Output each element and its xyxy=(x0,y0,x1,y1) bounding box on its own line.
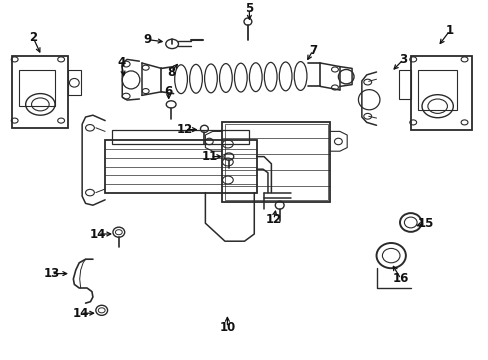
Text: 16: 16 xyxy=(392,273,408,285)
Text: 1: 1 xyxy=(445,24,453,37)
Text: 10: 10 xyxy=(219,321,235,334)
Text: 2: 2 xyxy=(29,31,37,44)
Text: 9: 9 xyxy=(143,33,151,46)
Bar xyxy=(410,56,471,130)
Text: 6: 6 xyxy=(164,85,172,98)
Bar xyxy=(224,124,327,200)
Text: 8: 8 xyxy=(167,66,175,78)
Text: 12: 12 xyxy=(176,123,193,136)
Bar xyxy=(222,122,329,202)
Text: 7: 7 xyxy=(308,44,316,57)
Bar xyxy=(112,130,249,144)
Bar xyxy=(398,70,410,99)
Text: 15: 15 xyxy=(416,217,433,230)
Bar xyxy=(12,56,68,128)
Text: 14: 14 xyxy=(89,228,106,240)
Text: 13: 13 xyxy=(43,267,60,280)
Text: 5: 5 xyxy=(245,3,253,15)
Bar xyxy=(19,70,55,106)
Text: 11: 11 xyxy=(202,150,218,163)
Bar xyxy=(417,70,456,110)
Text: 14: 14 xyxy=(72,307,89,320)
Text: 4: 4 xyxy=(117,57,125,69)
Bar xyxy=(105,140,256,193)
Text: 12: 12 xyxy=(265,213,282,226)
Bar xyxy=(68,70,81,95)
Text: 3: 3 xyxy=(399,53,407,66)
